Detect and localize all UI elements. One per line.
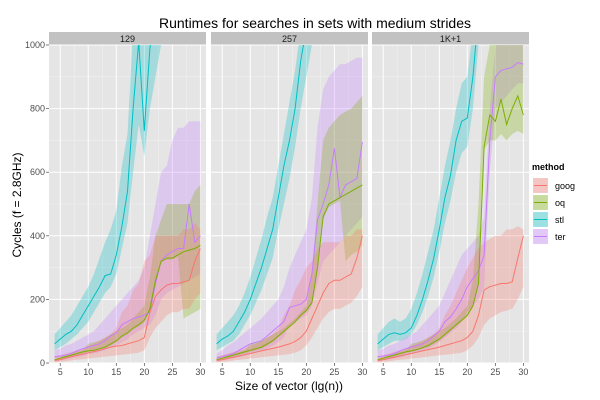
facet-strip <box>49 32 206 45</box>
x-tick-label: 10 <box>406 367 416 377</box>
facet-strip-label: 129 <box>120 34 135 44</box>
facet-strip <box>372 32 529 45</box>
x-tick-label: 25 <box>329 367 339 377</box>
panel-data <box>377 45 524 363</box>
series-line-goog <box>377 235 524 361</box>
facet-strip-label: 257 <box>282 34 297 44</box>
x-tick-label: 5 <box>220 367 225 377</box>
x-tick-label: 15 <box>273 367 283 377</box>
legend-label-goog: goog <box>555 181 575 191</box>
series-line-ter <box>377 61 524 358</box>
series-line-goog <box>216 235 363 361</box>
legend: method goog oq stl ter <box>532 162 575 245</box>
x-tick-label: 15 <box>111 367 121 377</box>
y-tick-label: 400 <box>30 231 45 241</box>
facet-panel: 257 5 10 15 20 25 30 <box>211 32 368 377</box>
series-line-goog <box>54 248 201 361</box>
x-tick-label: 15 <box>434 367 444 377</box>
x-tick-label: 30 <box>518 367 528 377</box>
facet-panel: 1K+1 5 10 15 20 25 30 <box>372 32 529 377</box>
legend-title: method <box>532 162 565 172</box>
x-axis-label: Size of vector (lg(n)) <box>235 379 343 393</box>
x-tick-label: 10 <box>245 367 255 377</box>
series-line-oq <box>377 94 524 361</box>
series-line-stl <box>216 45 305 345</box>
y-tick-label: 0 <box>40 358 45 368</box>
x-tick-label: 5 <box>58 367 63 377</box>
x-tick-label: 20 <box>301 367 311 377</box>
ribbon-oq <box>54 184 201 361</box>
y-tick-label: 200 <box>30 294 45 304</box>
ribbon-stl <box>216 45 312 351</box>
y-tick-label: 600 <box>30 167 45 177</box>
x-tick-label: 20 <box>462 367 472 377</box>
ribbon-goog <box>216 229 363 363</box>
x-tick-label: 30 <box>195 367 205 377</box>
ribbon-ter <box>216 57 363 362</box>
y-tick-label: 800 <box>30 104 45 114</box>
series-line-ter <box>54 203 201 358</box>
y-tick-label: 1000 <box>25 40 45 50</box>
ribbon-stl <box>377 45 479 351</box>
x-tick-label: 25 <box>490 367 500 377</box>
series-line-stl <box>377 45 477 345</box>
x-tick-label: 5 <box>381 367 386 377</box>
ribbon-goog <box>377 226 524 363</box>
y-axis-label: Cycles (f = 2.8GHz) <box>10 152 24 257</box>
legend-label-stl: stl <box>555 215 564 225</box>
ribbon-ter <box>54 121 201 362</box>
series-line-ter <box>216 141 363 359</box>
panel-data <box>216 45 363 363</box>
x-tick-label: 25 <box>167 367 177 377</box>
ribbon-oq <box>377 45 524 361</box>
legend-label-ter: ter <box>555 232 566 242</box>
ribbon-oq <box>216 95 363 361</box>
x-tick-label: 30 <box>357 367 367 377</box>
panel-data <box>54 45 201 363</box>
series-line-oq <box>216 184 363 361</box>
facet-panel: 129 5 10 15 20 25 30 <box>49 32 206 377</box>
legend-label-oq: oq <box>555 198 565 208</box>
ribbon-stl <box>54 45 162 351</box>
facet-strip-label: 1K+1 <box>440 34 461 44</box>
x-tick-label: 10 <box>83 367 93 377</box>
series-line-oq <box>54 244 201 361</box>
chart-title: Runtimes for searches in sets with mediu… <box>159 15 471 31</box>
facet-strip <box>211 32 368 45</box>
ribbon-ter <box>377 45 524 362</box>
x-tick-label: 20 <box>139 367 149 377</box>
series-line-stl <box>54 45 151 345</box>
